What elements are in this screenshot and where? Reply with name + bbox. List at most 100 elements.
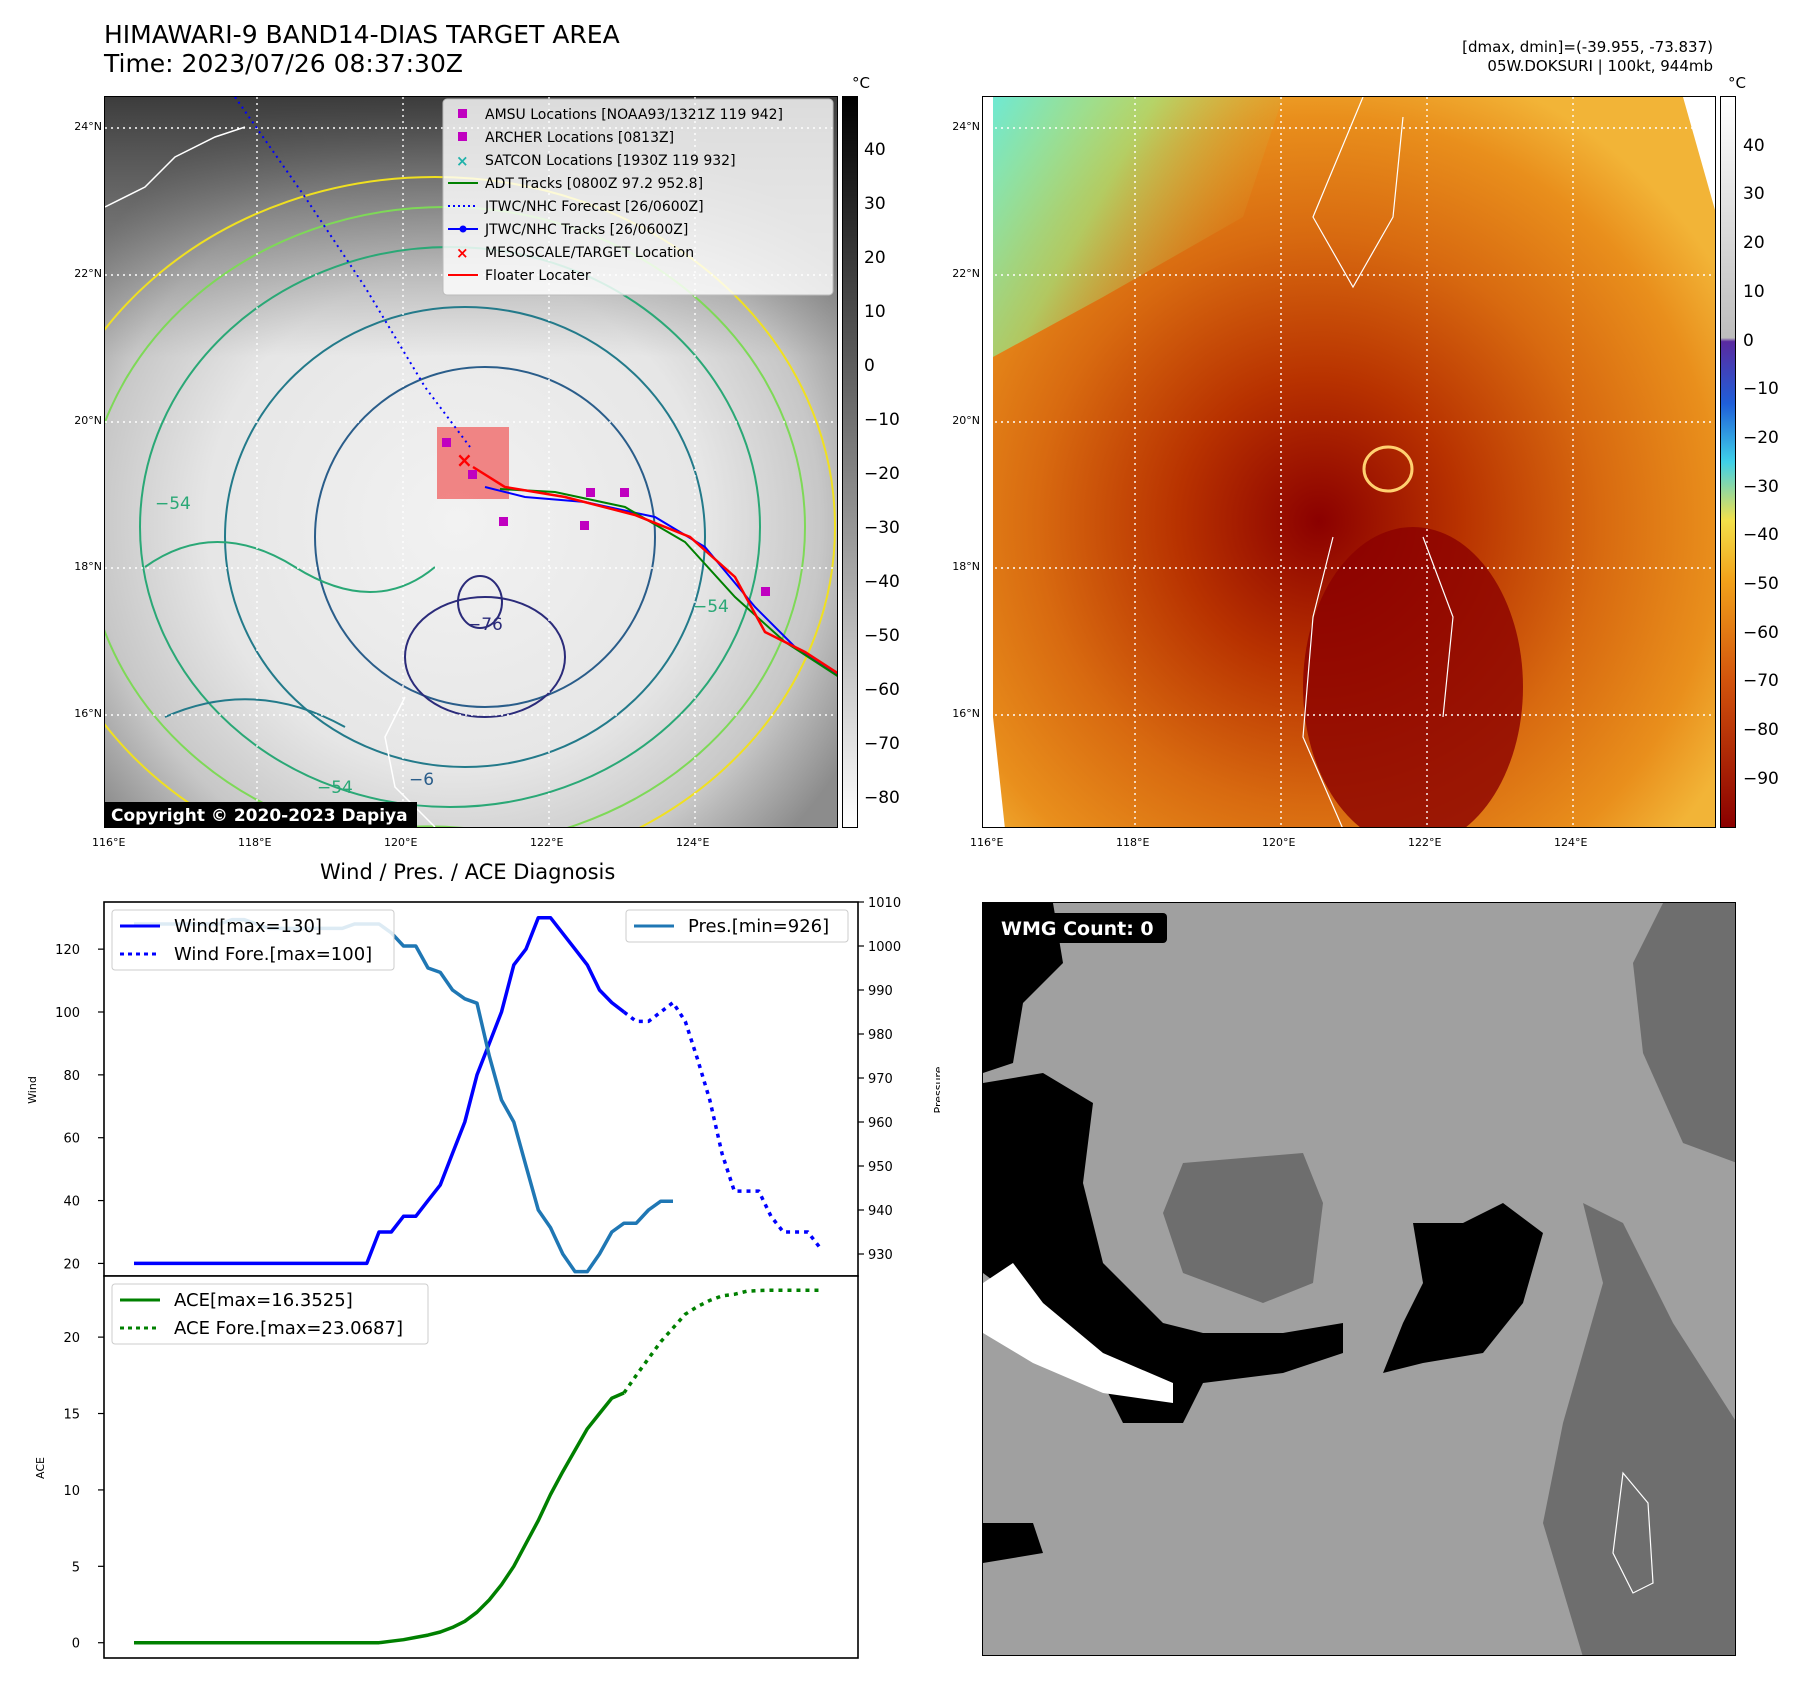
lon-label: 118°E <box>238 836 272 849</box>
colorbar-tick: 30 <box>864 194 886 214</box>
title-line-2: Time: 2023/07/26 08:37:30Z <box>104 49 463 78</box>
ace-lines <box>134 1288 820 1645</box>
lat-label: 18°N <box>74 560 102 573</box>
colorbar-tick: −70 <box>864 734 900 754</box>
wmg-panel-svg: WMG Count: 0 <box>983 903 1735 1655</box>
wmg-panel: WMG Count: 0 <box>982 902 1736 1656</box>
pressure-tick-label: 990 <box>868 984 893 999</box>
colorbar-tick: 10 <box>864 302 886 322</box>
left-map-lat-labels: 24°N 22°N 20°N 18°N 16°N <box>58 96 102 828</box>
pressure-tick-label: 950 <box>868 1160 893 1175</box>
contour-label: −54 <box>317 778 353 798</box>
colorbar-tick: −10 <box>1743 379 1779 399</box>
lon-label: 122°E <box>530 836 564 849</box>
copyright-text: Copyright © 2020-2023 Dapiya <box>111 806 408 826</box>
wind-axis-label: Wind <box>26 1076 39 1104</box>
pressure-tick-labels: 1010 1000 990 980 970 960 950 940 930 <box>858 896 901 1263</box>
pressure-tick-label: 1000 <box>868 940 901 955</box>
diagnosis-title: Wind / Pres. / ACE Diagnosis <box>320 860 616 884</box>
right-map-lon-labels: 116°E 118°E 120°E 122°E 124°E <box>970 836 1716 852</box>
colorbar-tick: 20 <box>1743 233 1765 253</box>
lon-label: 120°E <box>384 836 418 849</box>
lon-label: 116°E <box>92 836 126 849</box>
wind-legend: Wind[max=130] Wind Fore.[max=100] <box>111 909 395 971</box>
series-line-wind-fore-max-100 <box>622 1000 822 1249</box>
lat-label: 18°N <box>952 560 980 573</box>
colorbar-tick: −60 <box>864 680 900 700</box>
colorbar-tick: 0 <box>1743 331 1754 351</box>
legend-floater: Floater Locater <box>485 268 591 284</box>
contour-label: −54 <box>693 597 729 617</box>
lon-label: 124°E <box>676 836 710 849</box>
colorbar-tick: −30 <box>1743 477 1779 497</box>
pressure-tick-label: 980 <box>868 1028 893 1043</box>
colorbar-tick: −90 <box>1743 769 1779 789</box>
wmg-count-label: WMG Count: 0 <box>1001 918 1154 940</box>
figure-title: HIMAWARI-9 BAND14-DIAS TARGET AREA Time: … <box>104 20 620 78</box>
svg-text:×: × <box>456 244 469 262</box>
legend-adt: ADT Tracks [0800Z 97.2 952.8] <box>485 176 703 192</box>
legend-ace: ACE[max=16.3525] <box>174 1290 353 1311</box>
lat-label: 22°N <box>952 267 980 280</box>
lat-label: 16°N <box>952 707 980 720</box>
colorbar-tick: −60 <box>1743 623 1779 643</box>
left-colorbar-unit: °C <box>852 74 870 92</box>
lat-label: 20°N <box>74 414 102 427</box>
amsu-markers <box>442 438 770 596</box>
ir-color-map <box>982 96 1716 828</box>
colorbar-tick: −10 <box>864 410 900 430</box>
wind-tick-label: 120 <box>55 943 80 958</box>
colorbar-tick: −80 <box>1743 720 1779 740</box>
floater-track <box>472 465 837 675</box>
colorbar-tick: 0 <box>864 356 875 376</box>
colorbar-tick: −40 <box>1743 525 1779 545</box>
contour-label: −76 <box>467 615 503 635</box>
ir-grayscale-map-svg: × −54 −76 −54 −54 −6 Copyright © 2020-20… <box>105 97 837 827</box>
colorbar-tick: −50 <box>1743 574 1779 594</box>
storm-info: [dmax, dmin]=(-39.955, -73.837) 05W.DOKSU… <box>1462 38 1713 76</box>
contour-label: −6 <box>409 770 434 790</box>
colorbar-tick: −20 <box>1743 428 1779 448</box>
svg-text:×: × <box>456 152 469 170</box>
pressure-axis-label: Pressure <box>932 1066 940 1113</box>
colorbar-tick: −40 <box>864 572 900 592</box>
right-map-lat-labels: 24°N 22°N 20°N 18°N 16°N <box>936 96 980 828</box>
ace-tick-label: 0 <box>72 1637 80 1652</box>
legend-wind-fore: Wind Fore.[max=100] <box>174 944 372 965</box>
pressure-tick-label: 970 <box>868 1072 893 1087</box>
left-colorbar-ticks: 40 30 20 10 0 −10 −20 −30 −40 −50 −60 −7… <box>864 96 914 828</box>
lon-label: 124°E <box>1554 836 1588 849</box>
target-marker: × <box>456 448 473 472</box>
pressure-tick-label: 1010 <box>868 896 901 911</box>
legend-jtwc-tracks: JTWC/NHC Tracks [26/0600Z] <box>484 222 688 238</box>
ace-legend: ACE[max=16.3525] ACE Fore.[max=23.0687] <box>111 1283 429 1345</box>
contour-label: −54 <box>155 494 191 514</box>
wind-tick-labels: 120 100 80 60 40 20 <box>55 943 104 1272</box>
legend-archer: ARCHER Locations [0813Z] <box>485 130 674 146</box>
pressure-tick-label: 930 <box>868 1248 893 1263</box>
ace-tick-label: 20 <box>63 1331 80 1346</box>
ir-color-map-svg <box>983 97 1715 827</box>
colorbar-tick: 40 <box>864 140 886 160</box>
colorbar-tick: −70 <box>1743 671 1779 691</box>
ace-tick-label: 10 <box>63 1484 80 1499</box>
series-line-ace-fore-max-23-0687 <box>622 1288 820 1394</box>
lon-label: 122°E <box>1408 836 1442 849</box>
legend-wind: Wind[max=130] <box>174 916 322 937</box>
lon-label: 120°E <box>1262 836 1296 849</box>
wind-tick-label: 20 <box>63 1257 80 1272</box>
lat-label: 20°N <box>952 414 980 427</box>
lon-label: 116°E <box>970 836 1004 849</box>
colorbar-tick: 10 <box>1743 282 1765 302</box>
ace-tick-label: 5 <box>72 1560 80 1575</box>
series-line-ace-max-16-3525 <box>134 1391 625 1645</box>
wind-tick-label: 80 <box>63 1069 80 1084</box>
right-colorbar <box>1720 96 1736 828</box>
colorbar-tick: 30 <box>1743 184 1765 204</box>
legend-pressure: Pres.[min=926] <box>688 916 829 937</box>
colorbar-tick: −20 <box>864 464 900 484</box>
wind-tick-label: 40 <box>63 1195 80 1210</box>
ace-tick-labels: 20 15 10 5 0 <box>63 1331 104 1652</box>
legend-jtwc-forecast: JTWC/NHC Forecast [26/0600Z] <box>484 199 704 215</box>
